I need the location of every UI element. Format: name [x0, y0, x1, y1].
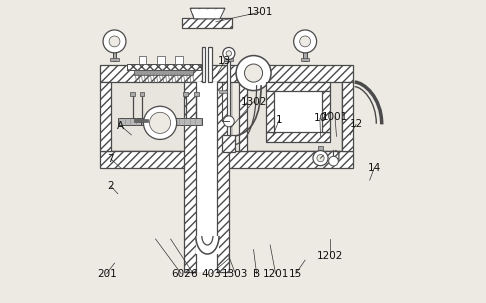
Circle shape: [294, 30, 316, 53]
Text: 1303: 1303: [222, 269, 249, 279]
Bar: [205, 48, 208, 82]
Text: 6: 6: [190, 269, 196, 279]
Bar: [322, 91, 330, 132]
Bar: [113, 45, 116, 61]
Bar: [135, 70, 193, 75]
Circle shape: [150, 112, 171, 133]
Circle shape: [143, 106, 176, 139]
Polygon shape: [190, 8, 225, 19]
Bar: [182, 18, 232, 28]
Bar: [240, 82, 247, 151]
Text: 2: 2: [107, 181, 114, 191]
Bar: [127, 64, 201, 70]
Text: 201: 201: [97, 269, 117, 279]
Bar: [184, 82, 196, 272]
Circle shape: [103, 30, 126, 53]
Bar: [183, 92, 188, 96]
Text: 15: 15: [289, 269, 302, 279]
Bar: [100, 151, 353, 168]
Bar: [110, 58, 119, 61]
Bar: [100, 65, 353, 82]
Text: 12: 12: [349, 119, 363, 129]
Bar: [266, 82, 330, 91]
Bar: [118, 118, 202, 125]
Circle shape: [329, 156, 338, 166]
Bar: [266, 91, 274, 132]
Text: 602: 602: [171, 269, 191, 279]
Text: 403: 403: [202, 269, 221, 279]
Bar: [301, 58, 310, 61]
Bar: [303, 45, 307, 61]
Text: 10: 10: [313, 113, 327, 123]
Circle shape: [223, 48, 235, 59]
Bar: [246, 73, 261, 85]
Circle shape: [226, 51, 231, 56]
Bar: [175, 56, 183, 64]
Bar: [196, 236, 219, 254]
Bar: [202, 48, 205, 82]
Bar: [243, 82, 342, 151]
Bar: [217, 82, 229, 272]
Circle shape: [313, 151, 328, 166]
Bar: [208, 48, 211, 82]
Circle shape: [224, 116, 234, 127]
Bar: [194, 92, 199, 96]
Circle shape: [300, 36, 311, 47]
Bar: [274, 91, 322, 132]
Text: 1301: 1301: [246, 7, 273, 17]
Text: 1: 1: [276, 115, 282, 125]
Bar: [224, 58, 233, 61]
Bar: [131, 92, 135, 96]
Bar: [111, 82, 232, 151]
Text: A: A: [117, 121, 124, 131]
Circle shape: [317, 155, 324, 162]
Bar: [220, 90, 227, 93]
Bar: [342, 82, 353, 151]
Polygon shape: [191, 9, 224, 18]
Text: 13: 13: [218, 56, 231, 66]
Circle shape: [244, 64, 262, 82]
Bar: [227, 61, 230, 152]
Text: 14: 14: [367, 163, 381, 173]
Text: 1201: 1201: [262, 269, 289, 279]
Text: 1001: 1001: [322, 112, 348, 122]
Bar: [134, 119, 148, 122]
Bar: [157, 56, 165, 64]
Bar: [139, 56, 146, 64]
Bar: [196, 82, 217, 272]
Bar: [100, 82, 111, 151]
Bar: [318, 146, 323, 151]
Circle shape: [109, 36, 120, 47]
Text: 7: 7: [107, 154, 114, 164]
Bar: [223, 135, 235, 152]
Bar: [266, 132, 330, 142]
Circle shape: [236, 55, 271, 91]
Text: B: B: [253, 269, 260, 279]
Text: 1302: 1302: [241, 97, 267, 107]
Bar: [139, 92, 144, 96]
Text: 1202: 1202: [317, 251, 344, 261]
